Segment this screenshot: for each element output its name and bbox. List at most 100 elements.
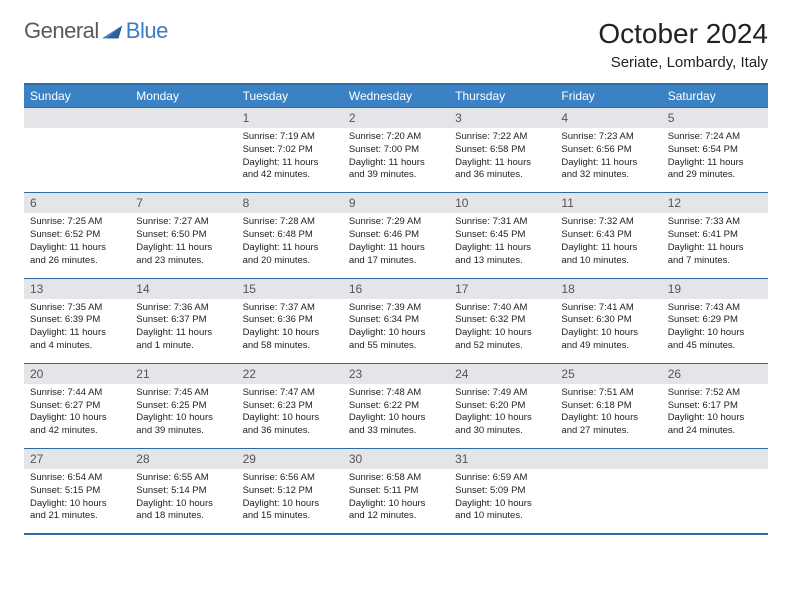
header: General Blue October 2024 Seriate, Lomba…: [24, 18, 768, 71]
day-body: Sunrise: 6:55 AMSunset: 5:14 PMDaylight:…: [130, 469, 236, 533]
day-cell: 12Sunrise: 7:33 AMSunset: 6:41 PMDayligh…: [662, 193, 768, 278]
daylight-line: Daylight: 10 hours and 49 minutes.: [561, 327, 655, 353]
daylight-line: Daylight: 11 hours and 36 minutes.: [455, 157, 549, 183]
week-row: 1Sunrise: 7:19 AMSunset: 7:02 PMDaylight…: [24, 108, 768, 193]
day-cell: 6Sunrise: 7:25 AMSunset: 6:52 PMDaylight…: [24, 193, 130, 278]
sunset-line: Sunset: 6:37 PM: [136, 314, 230, 327]
day-body: Sunrise: 7:35 AMSunset: 6:39 PMDaylight:…: [24, 299, 130, 363]
sunrise-line: Sunrise: 7:40 AM: [455, 302, 549, 315]
sunrise-line: Sunrise: 7:22 AM: [455, 131, 549, 144]
daylight-line: Daylight: 10 hours and 21 minutes.: [30, 498, 124, 524]
day-body: Sunrise: 7:45 AMSunset: 6:25 PMDaylight:…: [130, 384, 236, 448]
day-cell: 10Sunrise: 7:31 AMSunset: 6:45 PMDayligh…: [449, 193, 555, 278]
day-cell: 31Sunrise: 6:59 AMSunset: 5:09 PMDayligh…: [449, 449, 555, 535]
sunrise-line: Sunrise: 7:33 AM: [668, 216, 762, 229]
daylight-line: Daylight: 11 hours and 39 minutes.: [349, 157, 443, 183]
day-cell: 8 Sunrise: 7:28 AMSunset: 6:48 PMDaylight…: [237, 193, 343, 278]
day-body: Sunrise: 7:32 AMSunset: 6:43 PMDaylight:…: [555, 213, 661, 277]
sunset-line: Sunset: 6:20 PM: [455, 400, 549, 413]
week-row: 27Sunrise: 6:54 AMSunset: 5:15 PMDayligh…: [24, 449, 768, 535]
day-number: 20: [24, 364, 130, 384]
daylight-line: Daylight: 11 hours and 17 minutes.: [349, 242, 443, 268]
daylight-line: Daylight: 10 hours and 33 minutes.: [349, 412, 443, 438]
day-number: 19: [662, 279, 768, 299]
daylight-line: Daylight: 10 hours and 39 minutes.: [136, 412, 230, 438]
sunset-line: Sunset: 5:09 PM: [455, 485, 549, 498]
day-body: Sunrise: 7:37 AMSunset: 6:36 PMDaylight:…: [237, 299, 343, 363]
day-body: Sunrise: 7:48 AMSunset: 6:22 PMDaylight:…: [343, 384, 449, 448]
day-body: Sunrise: 7:47 AMSunset: 6:23 PMDaylight:…: [237, 384, 343, 448]
sunset-line: Sunset: 6:18 PM: [561, 400, 655, 413]
daylight-line: Daylight: 11 hours and 32 minutes.: [561, 157, 655, 183]
weekday-header: Wednesday: [343, 84, 449, 108]
day-number: 27: [24, 449, 130, 469]
sunset-line: Sunset: 6:23 PM: [243, 400, 337, 413]
day-number: 6: [24, 193, 130, 213]
daylight-line: Daylight: 11 hours and 4 minutes.: [30, 327, 124, 353]
empty-cell: [555, 449, 661, 535]
day-body: Sunrise: 7:29 AMSunset: 6:46 PMDaylight:…: [343, 213, 449, 277]
sunset-line: Sunset: 6:58 PM: [455, 144, 549, 157]
empty-cell: [130, 108, 236, 193]
day-number-empty: [130, 108, 236, 128]
sunrise-line: Sunrise: 6:55 AM: [136, 472, 230, 485]
day-body: Sunrise: 7:52 AMSunset: 6:17 PMDaylight:…: [662, 384, 768, 448]
day-number: 21: [130, 364, 236, 384]
sunrise-line: Sunrise: 7:45 AM: [136, 387, 230, 400]
day-number: 26: [662, 364, 768, 384]
sunrise-line: Sunrise: 7:52 AM: [668, 387, 762, 400]
day-number: 24: [449, 364, 555, 384]
day-number: 10: [449, 193, 555, 213]
day-number: 25: [555, 364, 661, 384]
day-body: Sunrise: 7:39 AMSunset: 6:34 PMDaylight:…: [343, 299, 449, 363]
day-cell: 27Sunrise: 6:54 AMSunset: 5:15 PMDayligh…: [24, 449, 130, 535]
sunrise-line: Sunrise: 6:54 AM: [30, 472, 124, 485]
sunrise-line: Sunrise: 7:41 AM: [561, 302, 655, 315]
sunset-line: Sunset: 6:50 PM: [136, 229, 230, 242]
sunrise-line: Sunrise: 7:23 AM: [561, 131, 655, 144]
daylight-line: Daylight: 11 hours and 20 minutes.: [243, 242, 337, 268]
day-body: Sunrise: 7:40 AMSunset: 6:32 PMDaylight:…: [449, 299, 555, 363]
day-cell: 19 Sunrise: 7:43 AMSunset: 6:29 PMDayligh…: [662, 278, 768, 363]
sunrise-line: Sunrise: 7:43 AM: [668, 302, 762, 315]
sunrise-line: Sunrise: 7:39 AM: [349, 302, 443, 315]
sunrise-line: Sunrise: 7:25 AM: [30, 216, 124, 229]
day-body: Sunrise: 7:22 AMSunset: 6:58 PMDaylight:…: [449, 128, 555, 192]
sunrise-line: Sunrise: 7:36 AM: [136, 302, 230, 315]
day-cell: 30Sunrise: 6:58 AMSunset: 5:11 PMDayligh…: [343, 449, 449, 535]
day-number: 31: [449, 449, 555, 469]
daylight-line: Daylight: 11 hours and 13 minutes.: [455, 242, 549, 268]
day-cell: 2Sunrise: 7:20 AMSunset: 7:00 PMDaylight…: [343, 108, 449, 193]
sunset-line: Sunset: 6:29 PM: [668, 314, 762, 327]
weekday-header: Thursday: [449, 84, 555, 108]
sunset-line: Sunset: 6:45 PM: [455, 229, 549, 242]
day-body: Sunrise: 7:33 AMSunset: 6:41 PMDaylight:…: [662, 213, 768, 277]
day-body: Sunrise: 7:41 AMSunset: 6:30 PMDaylight:…: [555, 299, 661, 363]
day-body: Sunrise: 7:20 AMSunset: 7:00 PMDaylight:…: [343, 128, 449, 192]
month-title: October 2024: [598, 18, 768, 50]
sunrise-line: Sunrise: 7:28 AM: [243, 216, 337, 229]
sunrise-line: Sunrise: 7:35 AM: [30, 302, 124, 315]
daylight-line: Daylight: 10 hours and 45 minutes.: [668, 327, 762, 353]
sunrise-line: Sunrise: 7:44 AM: [30, 387, 124, 400]
logo: General Blue: [24, 18, 168, 44]
day-body: Sunrise: 6:58 AMSunset: 5:11 PMDaylight:…: [343, 469, 449, 533]
sunset-line: Sunset: 6:48 PM: [243, 229, 337, 242]
day-cell: 1Sunrise: 7:19 AMSunset: 7:02 PMDaylight…: [237, 108, 343, 193]
weekday-header: Friday: [555, 84, 661, 108]
sunset-line: Sunset: 6:41 PM: [668, 229, 762, 242]
day-body: Sunrise: 7:19 AMSunset: 7:02 PMDaylight:…: [237, 128, 343, 192]
day-number-empty: [662, 449, 768, 469]
daylight-line: Daylight: 10 hours and 30 minutes.: [455, 412, 549, 438]
daylight-line: Daylight: 10 hours and 27 minutes.: [561, 412, 655, 438]
day-cell: 21Sunrise: 7:45 AMSunset: 6:25 PMDayligh…: [130, 363, 236, 448]
day-cell: 25Sunrise: 7:51 AMSunset: 6:18 PMDayligh…: [555, 363, 661, 448]
day-number: 9: [343, 193, 449, 213]
daylight-line: Daylight: 11 hours and 10 minutes.: [561, 242, 655, 268]
daylight-line: Daylight: 10 hours and 18 minutes.: [136, 498, 230, 524]
daylight-line: Daylight: 10 hours and 12 minutes.: [349, 498, 443, 524]
daylight-line: Daylight: 11 hours and 23 minutes.: [136, 242, 230, 268]
day-number: 8: [237, 193, 343, 213]
day-cell: 20Sunrise: 7:44 AMSunset: 6:27 PMDayligh…: [24, 363, 130, 448]
day-cell: 26Sunrise: 7:52 AMSunset: 6:17 PMDayligh…: [662, 363, 768, 448]
